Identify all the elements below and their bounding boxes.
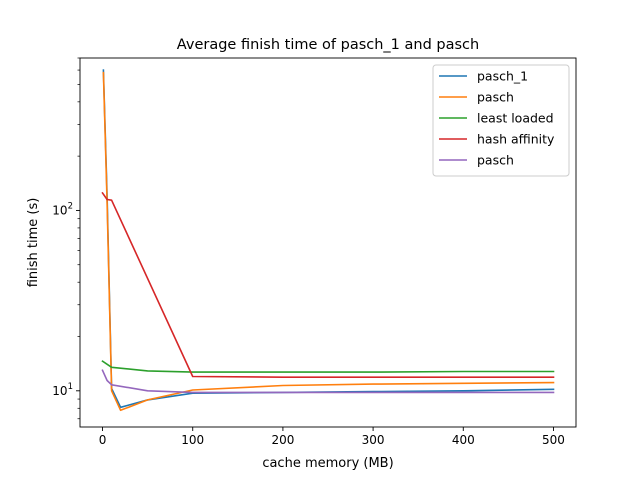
x-tick-label-1: 100 — [181, 433, 204, 447]
legend-box — [432, 64, 570, 177]
legend-label-2: least loaded — [477, 111, 554, 126]
x-tick-label-5: 500 — [542, 433, 565, 447]
x-tick-label-4: 400 — [452, 433, 475, 447]
legend-label-3: hash affinity — [477, 132, 555, 147]
series-line-2 — [101, 360, 555, 373]
y-tick-label-1: 102 — [52, 201, 73, 217]
series-line-4 — [101, 369, 555, 394]
chart-title: Average finish time of pasch_1 and pasch — [177, 37, 479, 53]
y-axis-label: finish time (s) — [26, 198, 41, 288]
plot-area — [79, 57, 577, 428]
legend-label-4: pasch — [477, 153, 514, 168]
x-tick-label-3: 300 — [362, 433, 385, 447]
legend-label-0: pasch_1 — [477, 69, 528, 84]
legend-label-1: pasch — [477, 90, 514, 105]
series-line-1 — [102, 71, 555, 412]
series-line-3 — [101, 191, 555, 378]
x-axis-label: cache memory (MB) — [262, 456, 393, 471]
y-tick-label-0: 101 — [52, 382, 73, 398]
x-tick-label-2: 200 — [271, 433, 294, 447]
x-tick-label-0: 0 — [99, 433, 107, 447]
